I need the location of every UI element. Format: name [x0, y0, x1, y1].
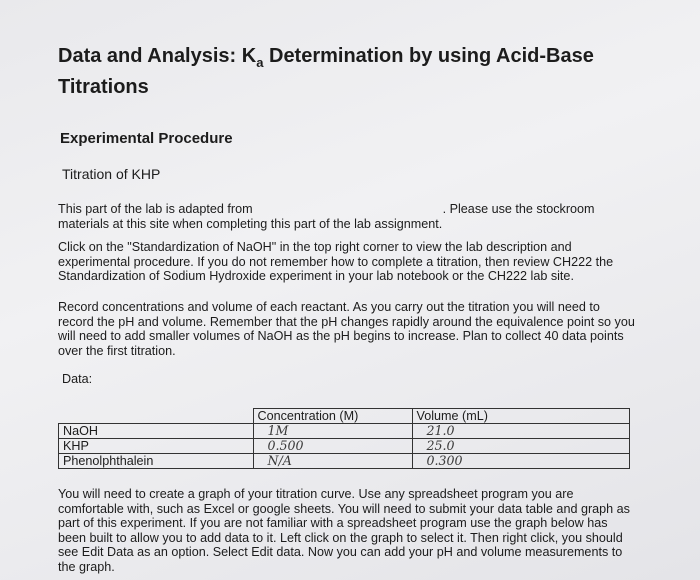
handwritten-value: 0.300 — [411, 453, 630, 469]
title-text: Data and Analysis: K — [58, 45, 257, 67]
paragraph-text: . Please use the stockroom materials at … — [58, 202, 595, 231]
table-row: Phenolphthalein N/A 0.300 — [58, 453, 630, 469]
handwritten-value: 1M — [252, 423, 413, 439]
paragraph-text: This part of the lab is adapted from — [58, 202, 253, 216]
title-subscript: a — [256, 55, 264, 70]
handwritten-value: 25.0 — [411, 438, 630, 454]
table-header: Concentration (M) Volume (mL) — [59, 408, 630, 424]
column-header: Volume (mL) — [411, 408, 630, 424]
data-table: Concentration (M) Volume (mL) NaOH 1M 21.0… — [58, 408, 630, 469]
column-header: Concentration (M) — [252, 408, 413, 424]
handwritten-value: 0.500 — [252, 438, 413, 454]
section-heading: Experimental Procedure — [60, 130, 233, 147]
data-label: Data: — [62, 372, 93, 386]
row-label: KHP — [58, 438, 254, 454]
table-row: KHP 0.500 25.0 — [58, 438, 630, 454]
table-body: NaOH 1M 21.0 KHP 0.500 25.0 Phenolphthalein N/A… — [58, 423, 630, 469]
handwritten-value: 21.0 — [411, 423, 630, 439]
paragraph: Record concentrations and volume of each… — [58, 300, 635, 358]
row-label: NaOH — [58, 423, 254, 439]
handwritten-value: N/A — [252, 453, 413, 469]
title: Data and Analysis: Ka Determination by u… — [58, 44, 648, 100]
table-row: NaOH 1M 21.0 — [58, 423, 630, 439]
blank-cell — [59, 409, 254, 424]
row-label: Phenolphthalein — [58, 453, 254, 469]
paragraph: This part of the lab is adapted from. Pl… — [58, 202, 636, 231]
title-text: Determination by using Acid-Base Titrati… — [58, 45, 594, 98]
subheading: Titration of KHP — [62, 166, 161, 182]
paragraph: Click on the "Standardization of NaOH" i… — [58, 240, 614, 283]
paragraph: You will need to create a graph of your … — [58, 487, 630, 574]
